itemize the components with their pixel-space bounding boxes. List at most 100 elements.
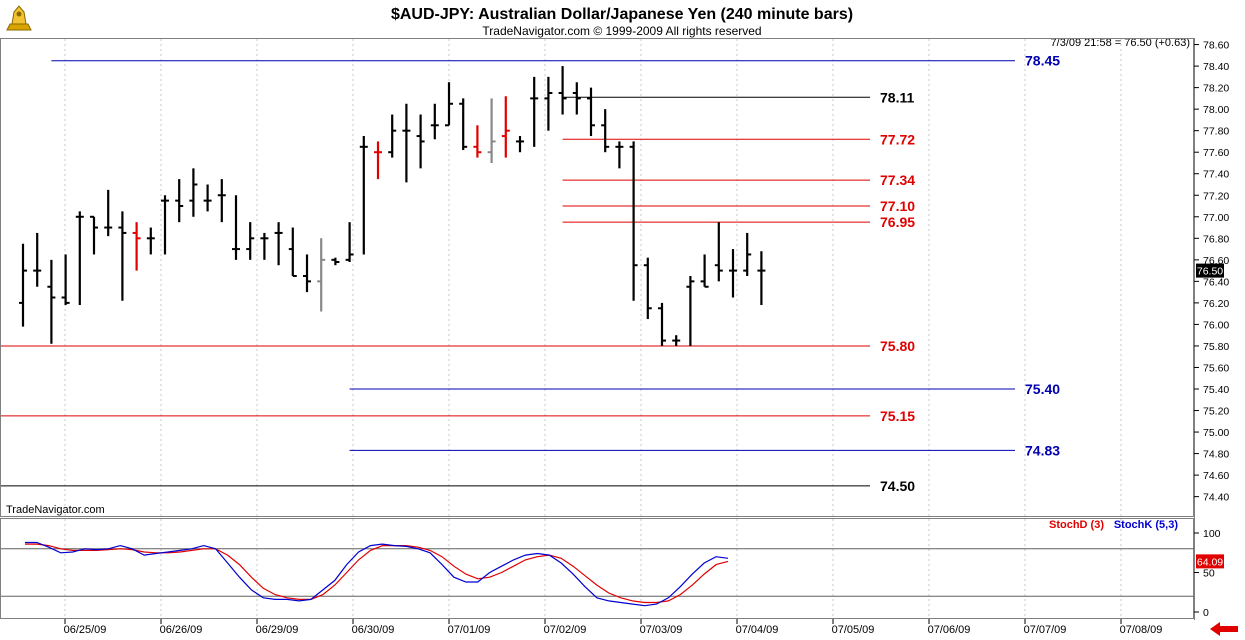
ohlc-bar (317, 238, 326, 312)
price-tick-label: 78.40 (1203, 61, 1229, 73)
level-label: 77.10 (880, 198, 915, 214)
level-label: 75.80 (880, 338, 915, 354)
ohlc-bar (516, 136, 524, 153)
ohlc-bar (402, 103, 411, 183)
date-tick-label: 07/08/09 (1120, 624, 1163, 636)
price-tick-label: 75.60 (1203, 362, 1229, 374)
price-tick-label: 78.00 (1203, 104, 1229, 116)
ohlc-bar (47, 259, 56, 344)
date-axis: 06/25/09 06/26/09 06/29/09 06/30/09 07/01/09… (64, 619, 1163, 636)
trade-navigator-logo-icon[interactable] (4, 5, 34, 32)
ohlc-bar (430, 103, 439, 140)
ohlc-bar (374, 141, 382, 180)
ohlc-bar (416, 114, 425, 169)
ohlc-bar (572, 82, 581, 115)
level-label: 78.11 (880, 89, 914, 105)
level-label: 74.83 (1025, 442, 1060, 458)
ohlc-bar (75, 211, 84, 306)
date-tick-label: 06/26/09 (160, 624, 203, 636)
ohlc-bar (530, 76, 539, 147)
date-tick-label: 07/03/09 (640, 624, 683, 636)
chart-title: $AUD-JPY: Australian Dollar/Japanese Yen… (391, 6, 853, 23)
price-tick-label: 77.60 (1203, 147, 1229, 159)
ohlc-bar (501, 96, 510, 158)
ohlc-bar (232, 195, 240, 260)
ohlc-bar (445, 82, 453, 127)
ohlc-bar (274, 222, 283, 266)
ohlc-bar (33, 232, 42, 287)
ohlc-bar (459, 98, 468, 151)
ohlc-bar (388, 114, 397, 158)
ohlc-bar (217, 179, 226, 223)
ohlc-bar (132, 222, 141, 271)
price-tick-label: 75.80 (1203, 341, 1229, 353)
level-label: 75.40 (1025, 381, 1060, 397)
stoch-tick-label: 100 (1203, 528, 1221, 540)
current-price-label: 76.50 (1197, 266, 1223, 278)
ohlc-bar (601, 109, 610, 153)
ohlc-bar (558, 66, 567, 115)
date-tick-label: 07/02/09 (544, 624, 587, 636)
stoch-current-label: 64.09 (1197, 556, 1223, 568)
ohlc-bar (146, 227, 155, 255)
stoch-tick-label: 50 (1203, 568, 1215, 580)
stochd-line (25, 543, 729, 604)
current-price-badge (1196, 263, 1224, 278)
ohlc-bar (118, 211, 127, 301)
ohlc-bar (246, 222, 255, 260)
ohlc-bar (331, 257, 340, 266)
ohlc-bar (743, 232, 752, 276)
ohlc-bar (658, 302, 666, 346)
price-tick-label: 74.60 (1203, 470, 1229, 482)
price-tick-label: 76.00 (1203, 319, 1229, 331)
date-tick-label: 07/01/09 (448, 624, 491, 636)
date-tick-label: 06/25/09 (64, 624, 107, 636)
ohlc-bar (672, 335, 681, 346)
level-label: 78.45 (1025, 53, 1060, 69)
scroll-left-arrow-icon[interactable] (1206, 621, 1242, 637)
ohlc-bar (615, 141, 624, 169)
chart-subtitle: TradeNavigator.com © 1999-2009 All right… (482, 24, 761, 38)
stochastic-panel: 100 50 0 64.09 (1, 528, 1224, 619)
date-tick-label: 06/29/09 (256, 624, 299, 636)
ohlc-bar (203, 184, 212, 212)
price-tick-label: 76.20 (1203, 298, 1229, 310)
ohlc-bar (189, 168, 198, 217)
stoch-current-badge (1196, 554, 1224, 569)
price-tick-label: 76.40 (1203, 276, 1229, 288)
watermark-text: TradeNavigator.com (6, 504, 105, 516)
price-tick-label: 74.40 (1203, 492, 1229, 504)
ohlc-bar (587, 87, 595, 137)
stochd-legend: StochD (3) (1049, 519, 1104, 531)
ohlc-bar (757, 251, 766, 306)
ohlc-bar (686, 275, 695, 346)
stochk-line (25, 541, 729, 607)
price-tick-label: 77.20 (1203, 190, 1229, 202)
date-tick-label: 07/04/09 (736, 624, 779, 636)
ohlc-bar (643, 257, 652, 320)
ohlc-bar (303, 254, 311, 293)
price-tick-label: 78.20 (1203, 83, 1229, 95)
ohlc-bar (729, 249, 737, 298)
ohlc-bar (90, 215, 98, 255)
ohlc-bar (19, 243, 27, 327)
ohlc-bar (345, 222, 354, 262)
ohlc-bar (544, 76, 553, 131)
date-tick-label: 07/06/09 (928, 624, 971, 636)
price-tick-label: 75.00 (1203, 427, 1229, 439)
ohlc-bar (629, 141, 638, 301)
date-tick-label: 07/07/09 (1024, 624, 1067, 636)
level-label: 77.34 (880, 172, 915, 188)
ohlc-bar (473, 125, 482, 158)
stochk-legend: StochK (5,3) (1114, 519, 1179, 531)
date-tick-label: 07/05/09 (832, 624, 875, 636)
ohlc-bar (104, 189, 113, 237)
price-axis: 78.60 78.40 78.20 78.00 77.80 77.60 77.40 77.20… (1194, 40, 1229, 504)
ohlc-bar (161, 195, 169, 255)
ohlc-bar (288, 227, 297, 277)
price-tick-label: 76.80 (1203, 233, 1229, 245)
level-label: 74.50 (880, 478, 915, 494)
level-label: 75.15 (880, 408, 915, 424)
last-quote-readout: 7/3/09 21:58 = 76.50 (+0.63) (1051, 37, 1190, 49)
